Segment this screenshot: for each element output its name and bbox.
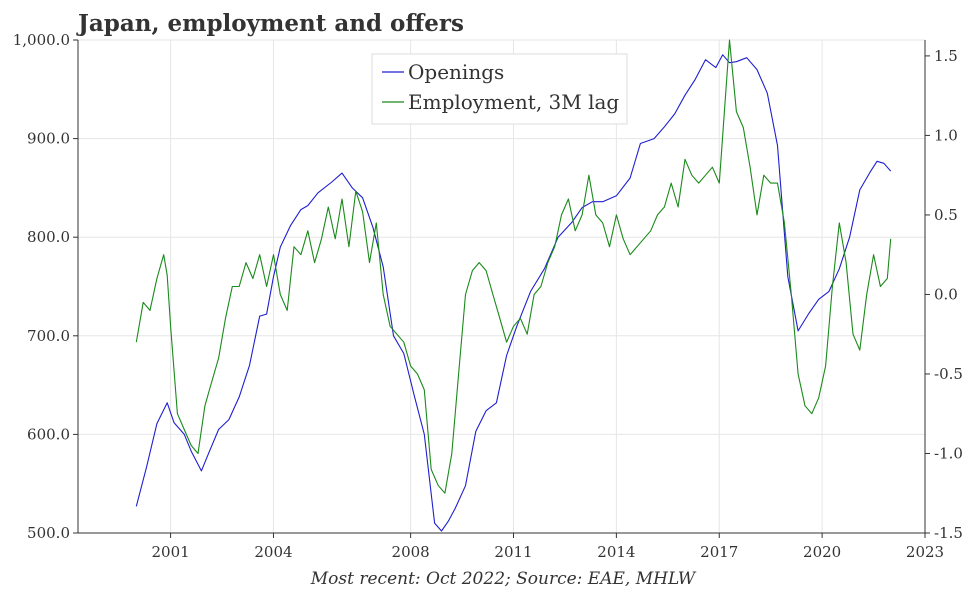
legend-box [371, 53, 628, 125]
y-left-tick-label: 600.0 [27, 425, 70, 443]
legend: Openings Employment, 3M lag [371, 53, 628, 125]
y-right-tick-label: 0.0 [934, 285, 958, 303]
chart-title: Japan, employment and offers [76, 10, 464, 37]
y-left-tick-label: 500.0 [27, 524, 70, 542]
y-right-tick-label: 1.0 [934, 126, 958, 144]
series-layer [135, 39, 892, 532]
x-tick-label: 2008 [392, 543, 430, 561]
y-right-tick-label: -1.0 [934, 444, 963, 462]
y-left-tick-label: 700.0 [27, 327, 70, 345]
y-left-tick-label: 900.0 [27, 130, 70, 148]
axes: 2001 2004 2008 2011 2014 2017 2020 2023 500.0 600… [13, 31, 963, 561]
y-right-tick-label: 0.5 [934, 206, 958, 224]
series-line-openings [135, 54, 892, 532]
x-tick-label: 2017 [700, 543, 738, 561]
x-tick-label: 2011 [494, 543, 532, 561]
legend-label-employment: Employment, 3M lag [408, 90, 619, 114]
y-left-tick-label: 800.0 [27, 228, 70, 246]
grid [78, 39, 926, 534]
y-left-tick-label: 1,000.0 [13, 31, 70, 49]
x-tick-label: 2001 [151, 543, 189, 561]
x-tick-label: 2023 [906, 543, 944, 561]
source-note: Most recent: Oct 2022; Source: EAE, MHLW [310, 569, 697, 589]
y-right-tick-label: -1.5 [934, 524, 963, 542]
x-tick-label: 2004 [254, 543, 292, 561]
x-tick-label: 2014 [597, 543, 635, 561]
y-right-tick-label: 1.5 [934, 47, 958, 65]
x-tick-label: 2020 [803, 543, 841, 561]
series-line-employment-3m-lag [135, 39, 892, 494]
y-right-tick-label: -0.5 [934, 365, 963, 383]
legend-label-openings: Openings [408, 60, 504, 84]
